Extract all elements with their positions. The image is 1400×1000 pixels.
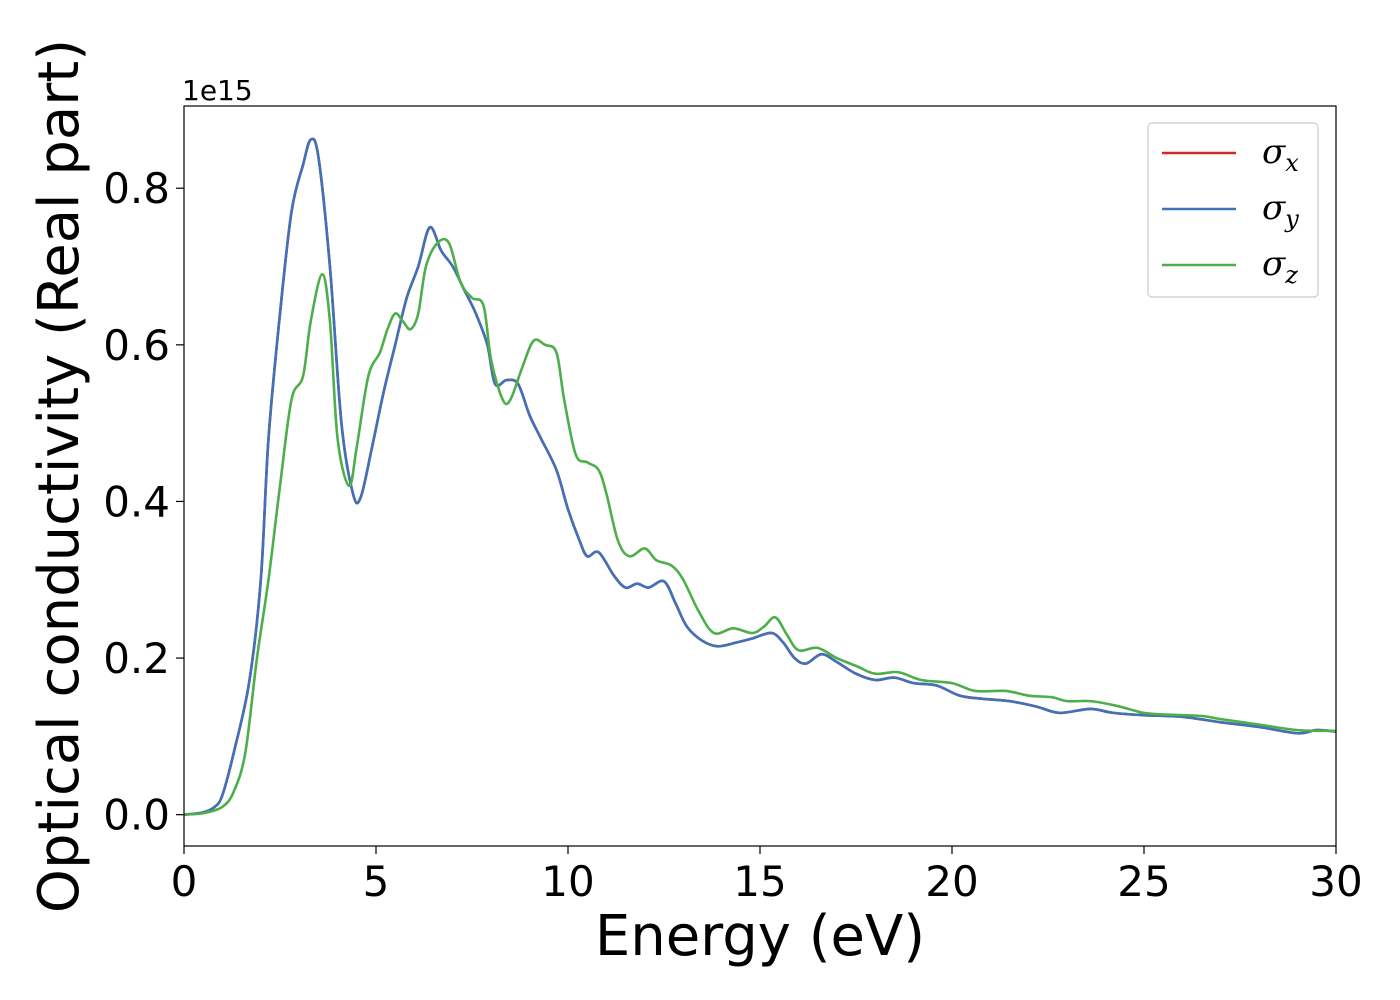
series-layer <box>184 137 1336 816</box>
x-tick-label: 10 <box>541 857 594 906</box>
x-axis: 0 5 10 15 20 25 30 <box>171 846 1363 906</box>
series-line-y <box>184 137 1336 816</box>
y-tick-label: 0.8 <box>103 164 170 213</box>
y-tick-label: 0.4 <box>103 477 170 526</box>
legend-label-x: σx <box>1262 132 1299 177</box>
y-tick-label: 0.0 <box>103 791 170 840</box>
x-tick-label: 30 <box>1309 857 1362 906</box>
x-tick-label: 15 <box>733 857 786 906</box>
x-tick-label: 25 <box>1117 857 1170 906</box>
series-line-z <box>184 237 1336 816</box>
x-tick-label: 5 <box>363 857 390 906</box>
y-tick-label: 0.6 <box>103 321 170 370</box>
y-tick-label: 0.2 <box>103 634 170 683</box>
y-axis: 0.0 0.2 0.4 0.6 0.8 <box>103 164 184 840</box>
y-axis-title: Optical conductivity (Real part) <box>27 39 92 913</box>
x-tick-label: 20 <box>925 857 978 906</box>
y-offset-label: 1e15 <box>182 74 253 107</box>
x-axis-title: Energy (eV) <box>595 904 925 969</box>
x-tick-label: 0 <box>171 857 198 906</box>
